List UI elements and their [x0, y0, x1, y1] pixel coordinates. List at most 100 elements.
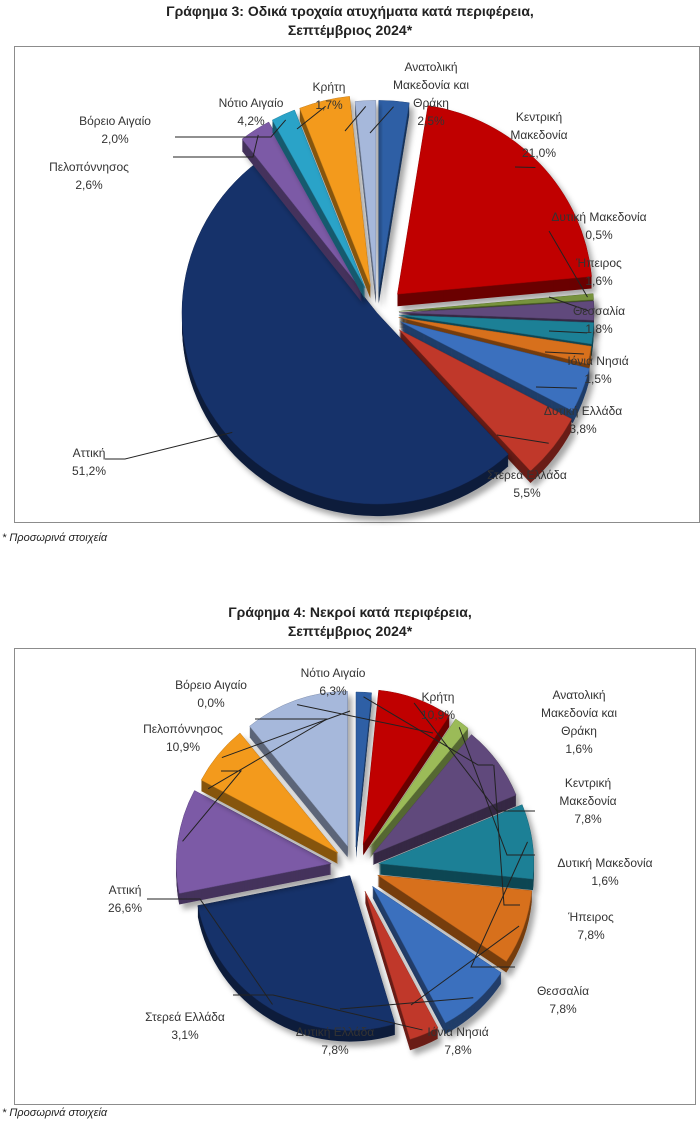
chart-title-4-line1: Γράφημα 4: Νεκροί κατά περιφέρεια, — [228, 604, 472, 620]
pie-3-slice-11 — [299, 96, 371, 299]
pie-3-leader-10 — [175, 119, 287, 138]
pie-4-label-6: Δυτική Ελλάδα 7,8% — [296, 997, 474, 1057]
pie-4-slice-8 — [197, 875, 396, 1042]
pie-4-label-8: Αττική 26,6% — [108, 883, 273, 1005]
pie-3-value-3: 1,6% — [585, 274, 613, 288]
pie-3-name-1-0: Κεντρική — [516, 110, 562, 124]
pie-4-slice-2 — [369, 718, 469, 859]
pie-3-label-8: Αττική 51,2% — [72, 431, 233, 478]
pie-4-value-2: 1,6% — [591, 874, 619, 888]
pie-4-leader-8 — [147, 898, 273, 1005]
pie-4-leader-7 — [233, 994, 423, 1031]
pie-4-leader-12 — [297, 704, 434, 734]
pie-4-name-0-0: Ανατολική — [552, 688, 605, 702]
pie-4-value-4: 7,8% — [549, 1002, 577, 1016]
pie-4-value-5: 7,8% — [444, 1043, 472, 1057]
pie-4-leader-6 — [339, 997, 474, 1010]
pie-4-leader-4 — [470, 841, 528, 968]
pie-4-value-9: 10,9% — [166, 740, 200, 754]
pie-3-value-2: 0,5% — [585, 228, 613, 242]
pie-3-leader-11 — [296, 105, 326, 130]
pie-4-name-0-1: Μακεδονία και — [541, 706, 617, 720]
pie-4-leader-0 — [363, 696, 493, 766]
pie-4-label-5: Ιόνια Νησιά 7,8% — [410, 925, 520, 1057]
pie-4-name-2-0: Δυτική Μακεδονία — [557, 856, 652, 870]
pie-3-label-4: Θεσσαλία 1,8% — [548, 304, 625, 336]
pie-4-label-11: Νότιο Αιγαίο 6,3% — [221, 666, 366, 759]
pie-3-name-2-0: Δυτική Μακεδονία — [551, 210, 646, 224]
pie-4-slice-9 — [176, 790, 332, 905]
chart-title-4: Γράφημα 4: Νεκροί κατά περιφέρεια, Σεπτέ… — [0, 603, 700, 641]
pie-4-slice-0 — [355, 691, 372, 859]
pie-4-leader-11 — [221, 710, 351, 759]
pie-3-slice-8 — [181, 161, 509, 517]
pie-4-name-1-1: Μακεδονία — [559, 794, 616, 808]
chart-title-3: Γράφημα 3: Οδικά τροχαία ατυχήματα κατά … — [0, 2, 700, 40]
pie-4-name-0-2: Θράκη — [561, 724, 597, 738]
pie-3-label-10: Βόρειο Αιγαίο 2,0% — [79, 114, 287, 146]
pie-3-slice-0 — [378, 100, 410, 304]
pie-3-value-6: 3,8% — [569, 422, 597, 436]
pie-3-name-0-2: Θράκη — [413, 96, 449, 110]
pie-3-leader-2 — [548, 230, 588, 298]
pie-3-label-9: Πελοπόννησος 2,6% — [49, 134, 259, 192]
pie-3-name-3-0: Ήπειρος — [575, 256, 622, 270]
pie-3-leader-0 — [369, 106, 394, 134]
pie-4-value-3: 7,8% — [577, 928, 605, 942]
pie-3-label-7: Στερεά Ελλάδα 5,5% — [487, 434, 567, 500]
pie-4-label-3: Ήπειρος 7,8% — [493, 764, 614, 942]
pie-4-name-1-0: Κεντρική — [565, 776, 611, 790]
pie-3-label-0: Ανατολική Μακεδονία και Θράκη 2,5% — [369, 60, 469, 134]
pie-3-label-6: Δυτική Ελλάδα 3,8% — [535, 386, 622, 436]
chart-title-3-line2: Σεπτέμβριος 2024* — [287, 22, 413, 38]
pie-4-leader-9 — [182, 770, 243, 842]
pie-3-name-0-0: Ανατολική — [404, 60, 457, 74]
pie-3-slice-7 — [398, 329, 572, 484]
pie-4-slice-7 — [364, 890, 439, 1051]
pie-4-slice-5 — [377, 874, 533, 973]
pie-4-name-11-0: Νότιο Αιγαίο — [301, 666, 366, 680]
pie-3-leader-5 — [544, 351, 584, 355]
pie-3-value-11: 4,2% — [237, 114, 265, 128]
footnote-3: * Προσωρινά στοιχεία — [2, 532, 108, 544]
pie-3-label-12: Κρήτη 1,7% — [313, 80, 367, 132]
pie-3-leader-12 — [344, 106, 367, 132]
pie-3-name-6-0: Δυτική Ελλάδα — [544, 404, 622, 418]
pie-4-leader-2 — [458, 727, 535, 856]
pie-3-slice-6 — [400, 321, 590, 424]
chart-3-frame: Ανατολική Μακεδονία και Θράκη 2,5% Κεντρική Μ… — [14, 46, 700, 523]
pie-4-label-7: Στερεά Ελλάδα 3,1% — [145, 994, 423, 1042]
pie-4-name-5-0: Ιόνια Νησιά — [427, 1025, 488, 1039]
chart-4-frame: Ανατολική Μακεδονία και Θράκη 1,6% Κεντρική Μ… — [14, 648, 696, 1105]
pie-3-name-9-0: Πελοπόννησος — [49, 160, 129, 174]
pie-3-slice-1 — [397, 105, 592, 307]
pie-3-slice-10 — [271, 109, 366, 301]
pie-3-label-3: Ήπειρος 1,6% — [548, 256, 622, 312]
pie-3-value-7: 5,5% — [513, 486, 541, 500]
pie-4-leader-3 — [493, 764, 520, 906]
pie-3-slice-9 — [241, 121, 362, 303]
pie-4-label-2: Δυτική Μακεδονία 1,6% — [458, 727, 653, 888]
pie-4-value-1: 7,8% — [574, 812, 602, 826]
pie-4-name-12-0: Κρήτη — [422, 690, 455, 704]
pie-4-name-10-0: Βόρειο Αιγαίο — [175, 678, 247, 692]
pie-3-leader-3 — [548, 296, 589, 312]
pie-3-value-5: 1,5% — [584, 372, 612, 386]
pie-4-name-8-0: Αττική — [109, 883, 142, 897]
pie-3-name-1-1: Μακεδονία — [510, 128, 567, 142]
pie-3-leader-4 — [548, 330, 588, 334]
pie-4-name-4-0: Θεσσαλία — [537, 984, 589, 998]
pie-chart-3: Ανατολική Μακεδονία και Θράκη 2,5% Κεντρική Μ… — [49, 60, 647, 517]
pie-4-name-3-0: Ήπειρος — [567, 910, 614, 924]
pie-3-value-9: 2,6% — [75, 178, 103, 192]
pie-4-slice-6 — [372, 886, 502, 1035]
pie-4-value-0: 1,6% — [565, 742, 593, 756]
pie-3-leader-8 — [105, 431, 233, 460]
pie-chart-4: Ανατολική Μακεδονία και Θράκη 1,6% Κεντρική Μ… — [108, 666, 653, 1057]
pie-3-name-11-0: Νότιο Αιγαίο — [219, 96, 284, 110]
pie-3-label-5: Ιόνια Νησιά 1,5% — [544, 351, 629, 386]
pie-4-name-9-0: Πελοπόννησος — [143, 722, 223, 736]
chart-title-3-line1: Γράφημα 3: Οδικά τροχαία ατυχήματα κατά … — [166, 3, 534, 19]
pie-3-value-8: 51,2% — [72, 464, 106, 478]
pie-3-value-12: 1,7% — [315, 98, 343, 112]
